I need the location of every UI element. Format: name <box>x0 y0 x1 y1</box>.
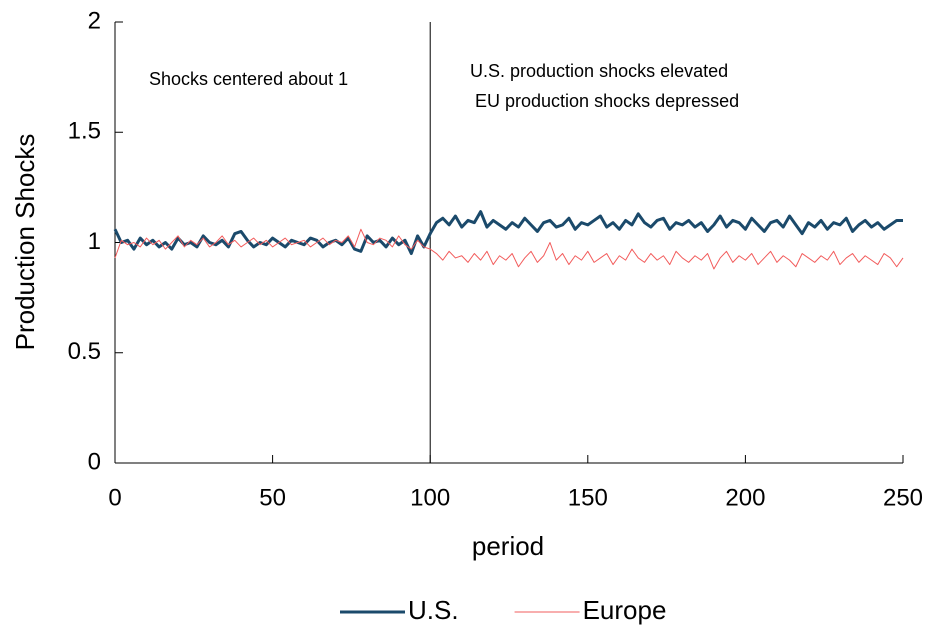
annotation: Shocks centered about 1 <box>149 69 348 89</box>
y-tick-label: 1.5 <box>68 118 101 145</box>
annotation: EU production shocks depressed <box>475 91 739 111</box>
annotation: U.S. production shocks elevated <box>470 61 728 81</box>
series-line <box>113 210 903 256</box>
legend-label: U.S. <box>408 595 459 625</box>
x-axis-label: period <box>472 531 544 561</box>
legend-label: Europe <box>583 595 667 625</box>
series-line <box>114 228 904 270</box>
x-tick-label: 250 <box>883 484 923 511</box>
x-tick-label: 100 <box>410 484 450 511</box>
y-tick-label: 0.5 <box>68 338 101 365</box>
x-tick-label: 150 <box>568 484 608 511</box>
y-axis-label: Production Shocks <box>10 134 40 351</box>
x-tick-label: 200 <box>725 484 765 511</box>
y-tick-label: 0 <box>88 448 101 475</box>
y-tick-label: 2 <box>88 7 101 34</box>
y-tick-label: 1 <box>88 228 101 255</box>
x-tick-label: 0 <box>108 484 121 511</box>
x-tick-label: 50 <box>259 484 286 511</box>
